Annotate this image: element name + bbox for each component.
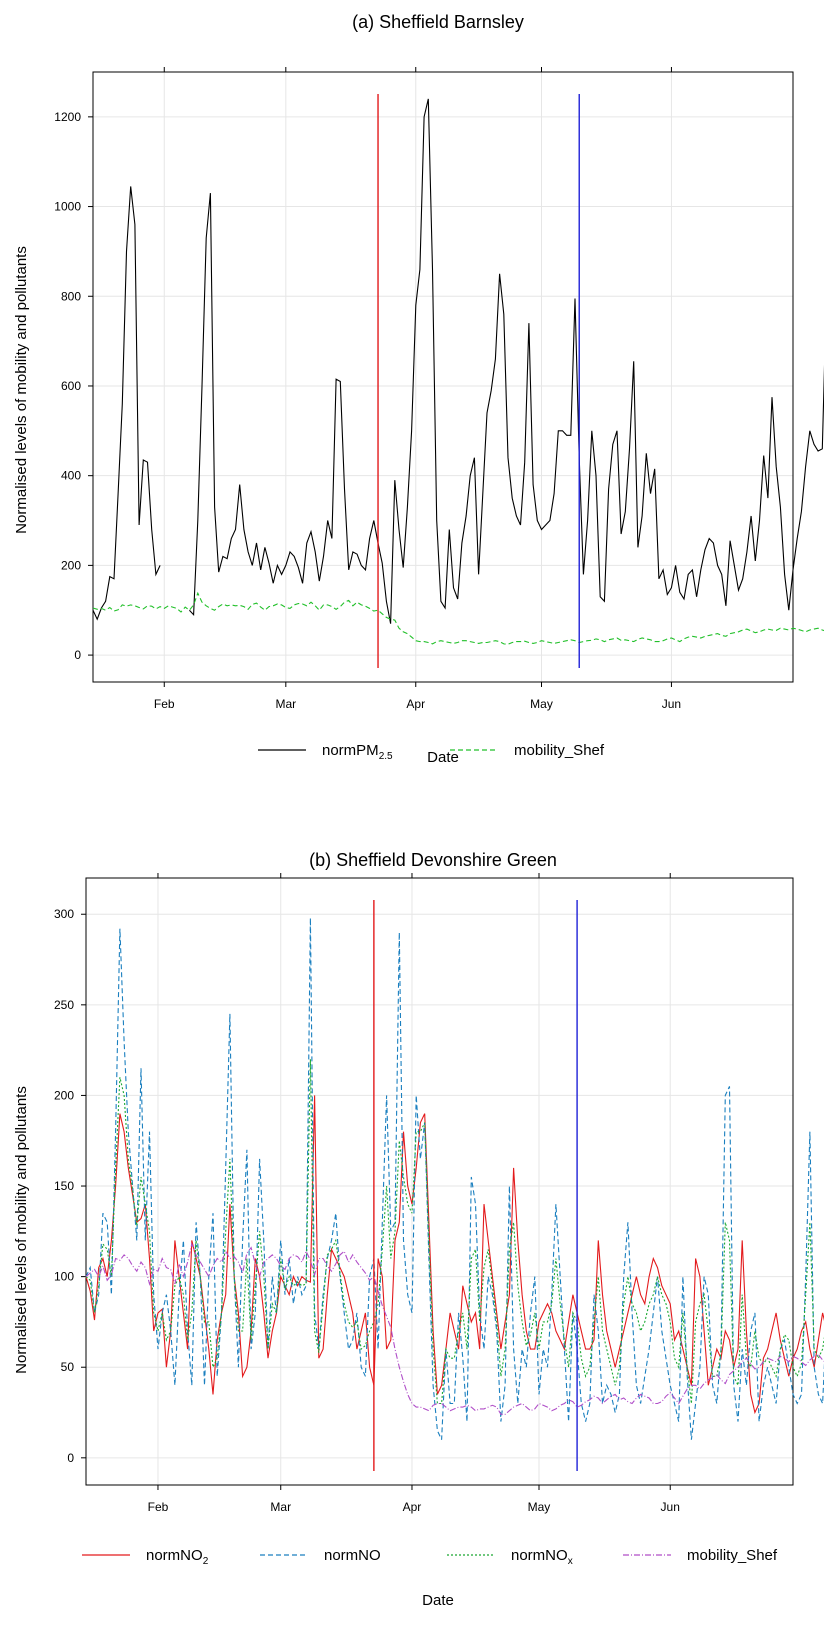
panel-1-y-tick-label: 0 — [67, 1451, 74, 1465]
panel-0-x-tick-label: Feb — [154, 697, 175, 711]
panel-1-series-mobility-shef-line — [85, 1242, 824, 1415]
panel-1-y-tick-label: 300 — [54, 907, 74, 921]
panel-0-y-tick-label: 1000 — [54, 200, 81, 214]
panel-0-y-tick-label: 800 — [61, 289, 81, 303]
panel-1-y-tick-label: 150 — [54, 1179, 74, 1193]
panel-a-x-axis-label: Date — [427, 749, 459, 766]
panel-1-y-tick-label: 100 — [54, 1270, 74, 1284]
legend-subscript: 2.5 — [379, 751, 393, 762]
panel-0-y-tick-label: 0 — [74, 648, 81, 662]
panel-0-plot-frame — [92, 71, 794, 683]
panel-1-series-normno2-line — [85, 1095, 824, 1415]
panel-1-legend-label-2: normNO — [324, 1547, 381, 1564]
panel-0-x-tick-label: Jun — [662, 697, 681, 711]
panel-b-y-axis-label: Normalised levels of mobility and pollut… — [13, 1086, 30, 1374]
panel-1-x-tick-label: Mar — [270, 1500, 291, 1514]
legend-main-text: normNO — [324, 1547, 381, 1564]
panel-1-x-tick-label: May — [528, 1500, 551, 1514]
legend-main-text: normNO — [511, 1547, 568, 1564]
panel-0-legend-label-1: normPM2.5 — [322, 742, 393, 762]
panel-0-x-tick-label: Apr — [406, 697, 425, 711]
panel-1-y-tick-label: 50 — [61, 1360, 75, 1374]
panel-1-x-tick-label: Jun — [661, 1500, 680, 1514]
panel-1-series-normnox-line — [85, 1059, 824, 1405]
panel-1-x-tick-label: Feb — [148, 1500, 169, 1514]
legend-main-text: mobility_Shef — [514, 742, 605, 759]
panel-0-y-tick-label: 600 — [61, 379, 81, 393]
panel-0-legend-label-2: mobility_Shef — [514, 742, 605, 759]
panel-1-y-tick-label: 250 — [54, 998, 74, 1012]
panel-b: (b) Sheffield Devonshire Green Date Norm… — [13, 850, 824, 1609]
panel-1-series-normno-line — [85, 917, 824, 1440]
panel-a: (a) Sheffield Barnsley Date Normalised l… — [13, 12, 824, 766]
legend-subscript: x — [568, 1556, 573, 1567]
panel-b-x-axis-label: Date — [422, 1592, 454, 1609]
panel-b-title: (b) Sheffield Devonshire Green — [309, 850, 557, 870]
legend-main-text: normPM — [322, 742, 379, 759]
panel-0-y-tick-label: 400 — [61, 469, 81, 483]
panel-0-y-tick-label: 1200 — [54, 110, 81, 124]
panel-1-x-tick-label: Apr — [403, 1500, 422, 1514]
legend-subscript: 2 — [203, 1556, 209, 1567]
panel-1-plot-frame — [85, 877, 794, 1486]
panel-1-legend-label-3: normNOx — [511, 1547, 573, 1567]
legend-main-text: normNO — [146, 1547, 203, 1564]
panel-0-series-normpm2-5-line — [92, 98, 824, 624]
panel-1-legend-label-4: mobility_Shef — [687, 1547, 778, 1564]
panel-0-x-tick-label: May — [530, 697, 553, 711]
panel-0-x-tick-label: Mar — [275, 697, 296, 711]
panel-1-y-tick-label: 200 — [54, 1088, 74, 1102]
panel-a-title: (a) Sheffield Barnsley — [352, 12, 524, 32]
panel-a-y-axis-label: Normalised levels of mobility and pollut… — [13, 246, 30, 534]
panel-1-legend-label-1: normNO2 — [146, 1547, 209, 1567]
panel-0-series-mobility-shef-line — [92, 591, 824, 645]
panel-0-y-tick-label: 200 — [61, 558, 81, 572]
legend-main-text: mobility_Shef — [687, 1547, 778, 1564]
